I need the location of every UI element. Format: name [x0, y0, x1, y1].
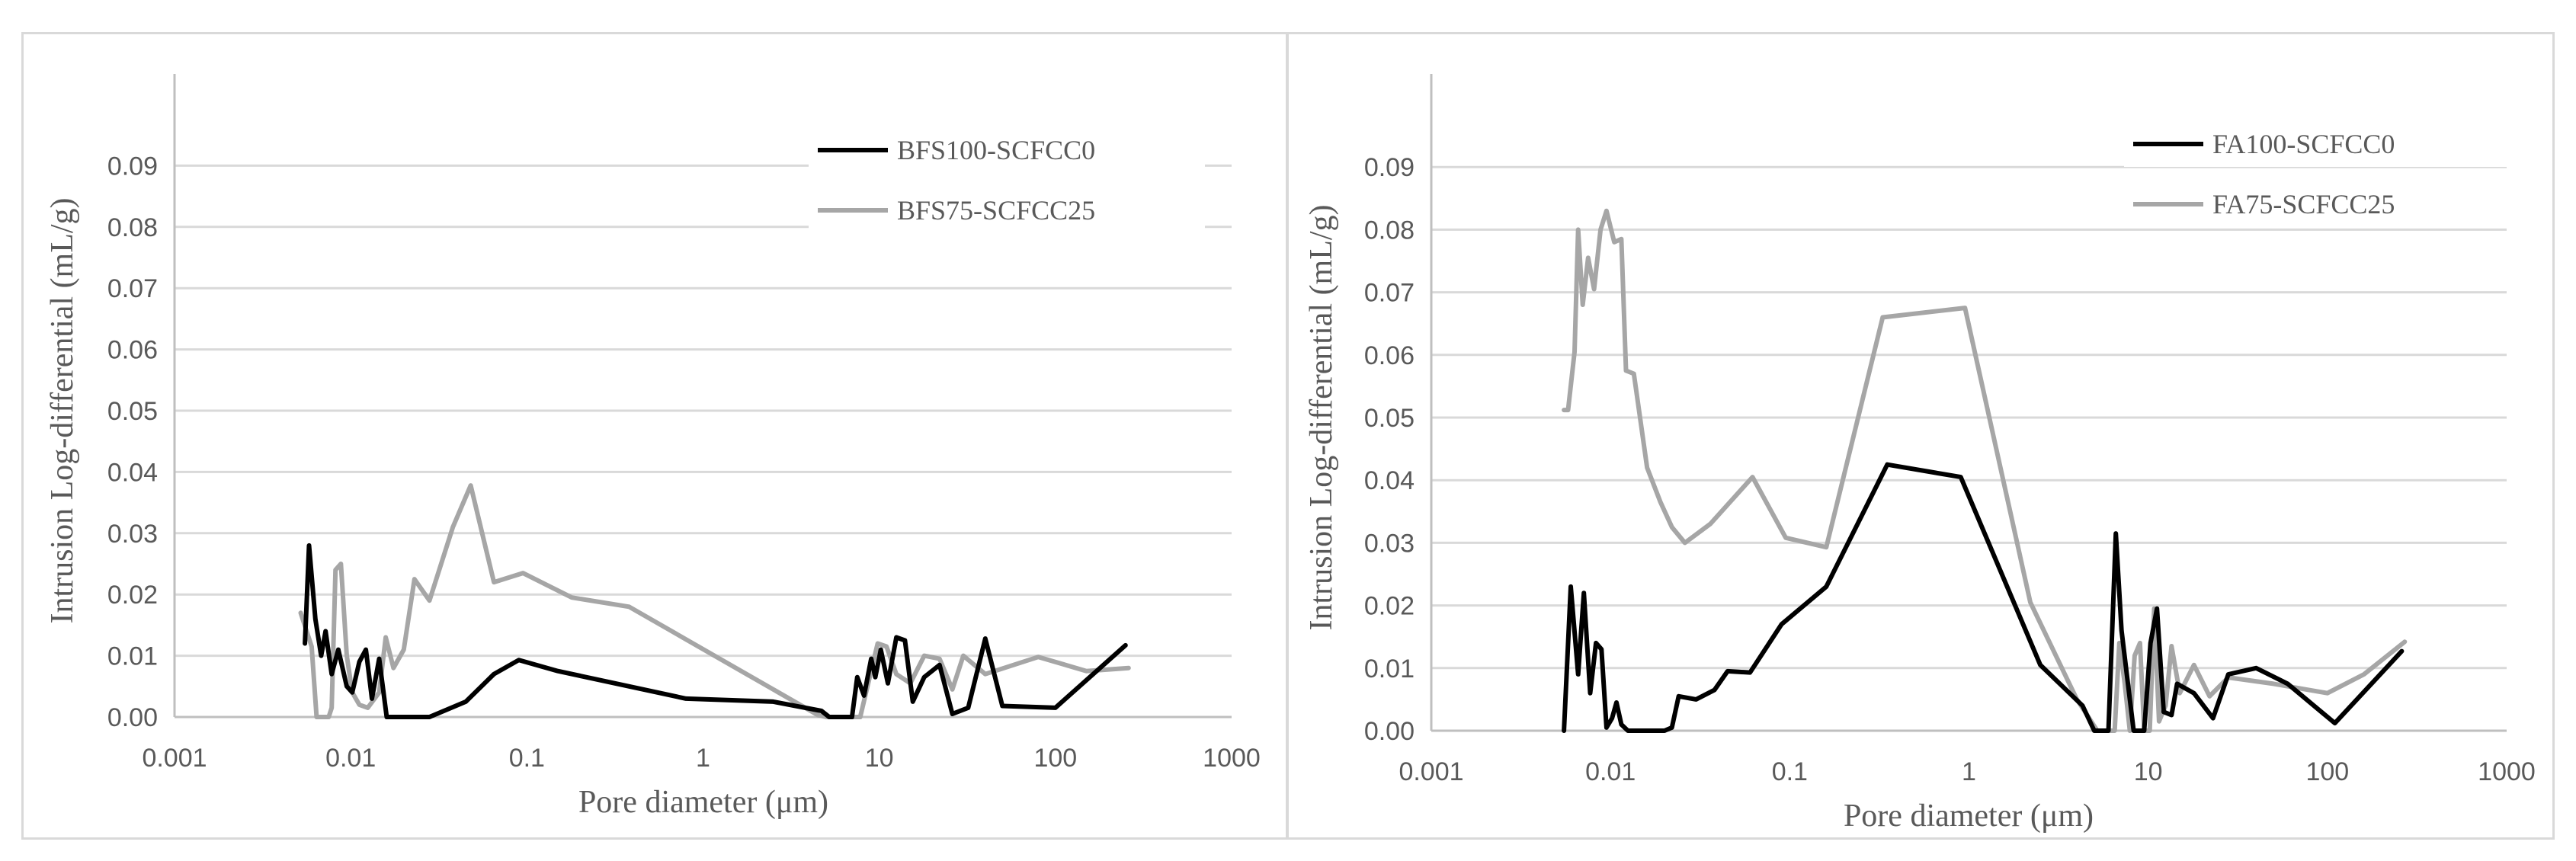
legend-label: BFS100-SCFCC0: [897, 135, 1095, 165]
y-axis-title: Intrusion Log-differential (mL/g): [1304, 204, 1339, 630]
y-tick-label: 0.07: [1364, 279, 1415, 308]
y-tick-label: 0.02: [1364, 592, 1415, 621]
x-tick-label: 1000: [1203, 744, 1261, 773]
y-tick-label: 0.01: [1364, 655, 1415, 683]
y-tick-label: 0.03: [107, 520, 158, 549]
x-tick-label: 0.01: [325, 744, 376, 773]
x-tick-label: 0.01: [1585, 757, 1636, 786]
x-tick-label: 10: [2134, 757, 2163, 786]
y-tick-label: 0.02: [107, 581, 158, 610]
y-tick-label: 0.01: [107, 642, 158, 671]
series-line: [1562, 208, 2408, 733]
y-axis-title: Intrusion Log-differential (mL/g): [45, 197, 80, 623]
y-tick-label: 0.05: [107, 397, 158, 426]
legend-label: FA75-SCFCC25: [2212, 189, 2395, 219]
legend-label: FA100-SCFCC0: [2212, 129, 2395, 159]
x-tick-label: 0.001: [142, 744, 207, 773]
y-tick-label: 0.06: [107, 336, 158, 365]
y-tick-label: 0.07: [107, 274, 158, 303]
x-tick-label: 0.001: [1399, 757, 1463, 786]
series-line: [298, 483, 1131, 719]
x-tick-label: 100: [2305, 757, 2349, 786]
series-line: [1562, 462, 2405, 733]
y-tick-label: 0.00: [1364, 717, 1415, 746]
x-tick-label: 100: [1033, 744, 1077, 773]
y-tick-label: 0.00: [107, 703, 158, 732]
chart-right: 0.00 0.01 0.02 0.03 0.04 0.05 0.06 0.07 0.08 0.09…: [1304, 74, 2536, 834]
chart-panel-right: 0.00 0.01 0.02 0.03 0.04 0.05 0.06 0.07 0.08 0.09…: [1286, 32, 2555, 840]
legend-label: BFS75-SCFCC25: [897, 195, 1095, 226]
x-tick-label: 1000: [2478, 757, 2536, 786]
y-tick-label: 0.05: [1364, 404, 1415, 433]
x-tick-label: 1: [696, 744, 710, 773]
x-tick-label: 10: [865, 744, 894, 773]
x-tick-label: 1: [1962, 757, 1976, 786]
chart-panel-left: 0.00 0.01 0.02 0.03 0.04 0.05 0.06 0.07 0.08 0.09…: [21, 32, 1288, 840]
y-tick-label: 0.04: [107, 458, 158, 487]
x-tick-label: 0.1: [509, 744, 545, 773]
x-tick-label: 0.1: [1772, 757, 1808, 786]
x-axis-title: Pore diameter (μm): [1844, 799, 2094, 834]
y-tick-label: 0.06: [1364, 341, 1415, 370]
y-tick-label: 0.03: [1364, 529, 1415, 558]
y-tick-label: 0.04: [1364, 466, 1415, 495]
y-tick-label: 0.08: [107, 213, 158, 242]
y-tick-label: 0.08: [1364, 216, 1415, 245]
y-tick-label: 0.09: [1364, 153, 1415, 182]
chart-left: 0.00 0.01 0.02 0.03 0.04 0.05 0.06 0.07 0.08 0.09…: [45, 74, 1261, 820]
x-axis-title: Pore diameter (μm): [578, 785, 828, 820]
series-line: [303, 543, 1128, 719]
y-tick-label: 0.09: [107, 152, 158, 181]
